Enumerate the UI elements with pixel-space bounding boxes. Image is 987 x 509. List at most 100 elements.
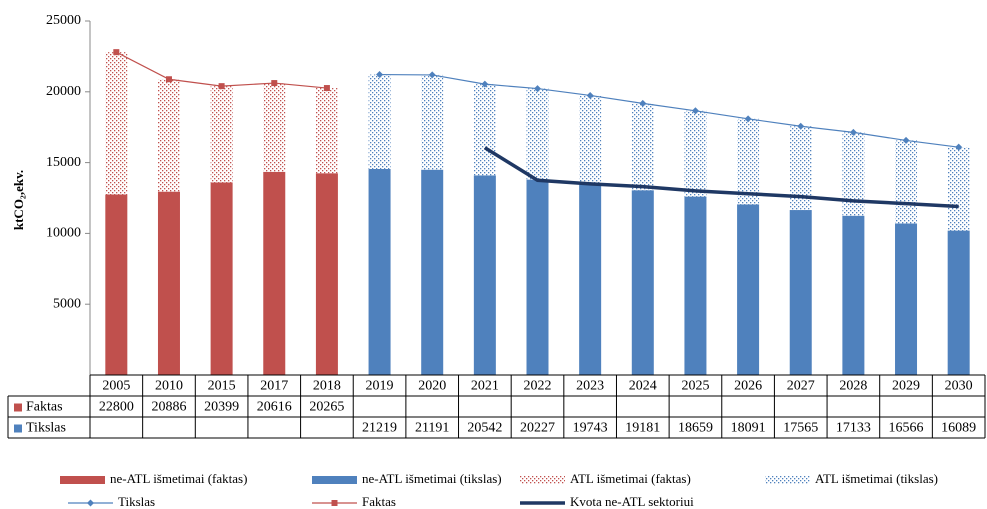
- legend-swatch: [520, 476, 565, 484]
- x-tick-label: 2019: [366, 379, 394, 394]
- table-value: 17565: [783, 421, 818, 436]
- x-tick-label: 2005: [102, 379, 130, 394]
- bar: [947, 147, 970, 231]
- line: [483, 146, 959, 209]
- bar: [737, 118, 760, 205]
- bar: [579, 95, 602, 185]
- legend-marker: [87, 499, 94, 507]
- x-tick-label: 2026: [734, 379, 762, 394]
- x-tick-label: 2015: [208, 379, 236, 394]
- table-value: 21191: [415, 421, 449, 436]
- bar: [526, 179, 549, 375]
- table-value: 20399: [204, 400, 239, 415]
- line-marker: [849, 128, 857, 136]
- table-value: 20542: [467, 421, 502, 436]
- table-value: 20886: [151, 400, 186, 415]
- table-value: 18091: [731, 421, 766, 436]
- line-marker: [323, 85, 330, 92]
- table-row-label: Tikslas: [26, 421, 66, 436]
- line-marker: [744, 115, 752, 123]
- line-marker: [428, 71, 436, 79]
- bar: [526, 88, 549, 180]
- bar: [473, 84, 496, 176]
- bar: [579, 184, 602, 375]
- bar: [263, 171, 286, 375]
- bar: [157, 191, 180, 375]
- x-tick-label: 2029: [892, 379, 920, 394]
- y-tick-label: 20000: [46, 84, 81, 99]
- x-tick-label: 2025: [681, 379, 709, 394]
- x-tick-label: 2024: [629, 379, 657, 394]
- table-value: 19743: [573, 421, 608, 436]
- legend-label: ATL išmetimai (faktas): [570, 471, 691, 486]
- line-marker: [691, 107, 699, 115]
- legend-label: ne-ATL išmetimai (tikslas): [362, 471, 502, 486]
- bar: [842, 215, 865, 375]
- line-marker: [534, 85, 541, 93]
- bar: [895, 140, 918, 224]
- table-row-label: Faktas: [26, 400, 63, 415]
- y-tick-label: 25000: [46, 13, 81, 28]
- y-tick-label: 10000: [46, 226, 81, 241]
- line-marker: [271, 80, 278, 87]
- legend-swatch: [765, 476, 810, 484]
- table-legend-key: [14, 424, 22, 433]
- legend-label: Kvota ne-ATL sektoriui: [570, 494, 694, 509]
- line: [379, 73, 959, 148]
- line-marker: [218, 83, 225, 90]
- bar: [157, 79, 180, 192]
- x-tick-label: 2028: [839, 379, 867, 394]
- bar: [789, 126, 812, 211]
- table-value: 18659: [678, 421, 713, 436]
- x-tick-label: 2017: [260, 379, 288, 394]
- table-value: 20265: [309, 400, 344, 415]
- x-tick-label: 2027: [787, 379, 815, 394]
- line-marker: [955, 143, 963, 151]
- bar: [684, 110, 707, 197]
- x-tick-label: 2023: [576, 379, 604, 394]
- x-tick-label: 2022: [524, 379, 552, 394]
- bar: [631, 103, 654, 191]
- bar: [473, 175, 496, 375]
- bar: [421, 74, 444, 170]
- line-marker: [639, 99, 647, 107]
- bar: [895, 223, 918, 375]
- bar: [368, 168, 391, 375]
- table-value: 19181: [625, 421, 660, 436]
- bar: [684, 196, 707, 375]
- table-value: 22800: [99, 400, 134, 415]
- table-value: 16089: [941, 421, 976, 436]
- table-value: 20227: [520, 421, 555, 436]
- legend-label: ATL išmetimai (tikslas): [815, 471, 938, 486]
- bar: [789, 210, 812, 375]
- table-value: 16566: [889, 421, 924, 436]
- bar: [315, 88, 338, 174]
- line-marker: [902, 136, 910, 144]
- y-tick-label: 15000: [46, 155, 81, 170]
- line-marker: [165, 76, 172, 83]
- legend-label: ne-ATL išmetimai (faktas): [110, 471, 247, 486]
- bar: [210, 182, 233, 375]
- legend-label: Tikslas: [118, 494, 155, 509]
- legend-marker: [331, 500, 338, 506]
- bar: [368, 74, 391, 169]
- x-tick-label: 2010: [155, 379, 183, 394]
- bar: [842, 132, 865, 216]
- line-marker: [113, 49, 120, 56]
- y-tick-label: 5000: [53, 296, 81, 311]
- x-tick-label: 2030: [945, 379, 973, 394]
- table-legend-key: [14, 403, 22, 412]
- line-marker: [481, 80, 489, 88]
- legend-label: Faktas: [362, 494, 396, 509]
- bar: [421, 169, 444, 375]
- table-value: 17133: [836, 421, 871, 436]
- x-tick-label: 2018: [313, 379, 341, 394]
- bar: [947, 230, 970, 375]
- line-marker: [586, 91, 594, 99]
- line: [116, 51, 327, 89]
- table-value: 21219: [362, 421, 397, 436]
- line-marker: [376, 71, 384, 79]
- table-value: 20616: [257, 400, 292, 415]
- bar: [315, 173, 338, 375]
